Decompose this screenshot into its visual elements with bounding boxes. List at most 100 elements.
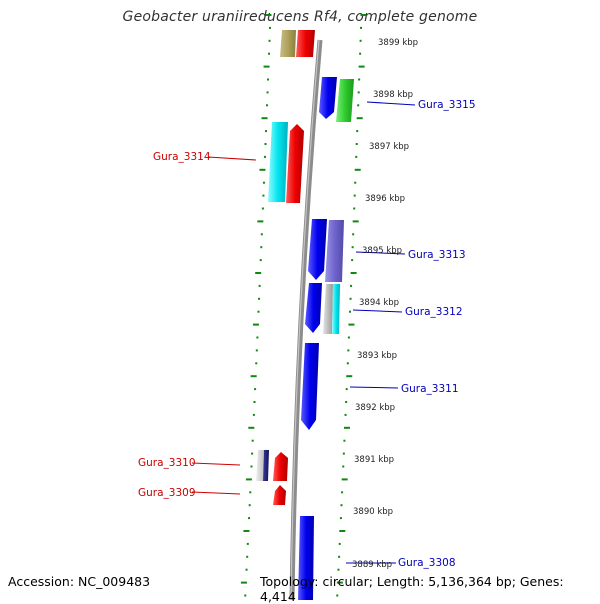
tick-mark: [339, 530, 346, 532]
connector-gura-3315: [366, 101, 416, 106]
tick-mark: [360, 14, 367, 16]
tick-mark: [358, 78, 361, 81]
tick-mark: [269, 26, 272, 29]
tick-mark: [255, 362, 258, 365]
tick-mark: [347, 349, 350, 352]
tick-label: 3894 kbp: [359, 298, 399, 308]
tick-mark: [244, 594, 247, 597]
map-title: Geobacter uraniireducens Rf4, complete g…: [122, 9, 478, 25]
tick-mark: [250, 465, 253, 468]
tick-mark: [240, 581, 247, 584]
gene-gura-3315-green: [336, 79, 354, 122]
connector-gura-3312: [352, 309, 403, 313]
tick-mark: [348, 323, 355, 326]
tick-label: 3895 kbp: [362, 246, 402, 256]
gene-gura-3315-blue: [319, 77, 337, 119]
tick-mark: [263, 155, 266, 158]
tick-mark: [336, 581, 343, 584]
tick-label: 3892 kbp: [355, 403, 395, 413]
tick-mark: [262, 194, 265, 197]
tick-mark: [254, 388, 257, 391]
tick-mark: [248, 517, 251, 520]
gene-gura-3310-red: [273, 452, 288, 481]
tick-mark: [354, 181, 357, 184]
tick-mark: [350, 284, 353, 287]
gene-label-gura-3312: Gura_3312: [405, 306, 463, 318]
tick-label: 3890 kbp: [353, 507, 393, 517]
tick-mark: [357, 104, 360, 107]
tick-mark: [346, 362, 349, 365]
tick-mark: [243, 530, 250, 532]
tick-mark: [336, 594, 339, 597]
tick-mark: [264, 143, 267, 145]
tick-mark: [245, 568, 248, 571]
tick-label: 3897 kbp: [369, 142, 409, 152]
tick-mark: [350, 272, 357, 274]
tick-mark: [342, 465, 345, 468]
gene-gura-3310: [256, 450, 269, 481]
tick-mark: [265, 130, 268, 133]
tick-mark: [261, 117, 268, 120]
tick-mark: [340, 504, 343, 507]
tick-mark: [349, 297, 352, 300]
tick-mark: [260, 233, 263, 236]
tick-mark: [255, 349, 258, 352]
gene-label-gura-3314: Gura_3314: [153, 151, 211, 163]
connector-gura-3310: [191, 462, 241, 466]
gene-label-gura-3309: Gura_3309: [138, 487, 196, 499]
gene-label-gura-3313: Gura_3313: [408, 249, 466, 261]
tick-mark: [338, 542, 341, 545]
tick-mark: [359, 52, 362, 55]
connector-gura-3314: [207, 156, 257, 161]
tick-mark: [352, 233, 355, 236]
tick-mark: [250, 375, 257, 378]
tick-mark: [246, 555, 249, 558]
tick-mark: [341, 478, 348, 481]
tick-mark: [252, 413, 255, 416]
tick-mark: [341, 491, 344, 494]
tick-mark: [354, 168, 361, 171]
tick-mark: [248, 426, 255, 429]
tick-mark: [265, 14, 272, 16]
connector-gura-3313: [355, 251, 406, 255]
tick-mark: [266, 91, 269, 94]
tick-mark: [356, 130, 359, 133]
tick-label: 3893 kbp: [357, 351, 397, 361]
tick-mark: [347, 336, 350, 339]
tick-mark: [268, 39, 271, 42]
tick-mark: [258, 284, 261, 287]
tick-mark: [355, 155, 358, 158]
tick-mark: [258, 297, 261, 300]
tick-mark: [248, 504, 251, 507]
tick-mark: [246, 542, 249, 545]
tick-mark: [266, 104, 269, 107]
tick-mark: [260, 246, 263, 249]
tick-mark: [245, 478, 252, 481]
gene-gura-3312-blue: [305, 283, 322, 333]
tick-mark: [345, 388, 348, 391]
tick-mark: [345, 401, 348, 403]
tick-label: 3899 kbp: [378, 38, 418, 48]
tick-mark: [252, 323, 259, 326]
tick-mark: [351, 246, 354, 249]
tick-mark: [346, 375, 353, 378]
gene-gura-3312-grey-cyan: [323, 284, 340, 334]
tick-mark: [249, 491, 252, 494]
tick-label: 3896 kbp: [365, 194, 405, 204]
tick-mark: [353, 194, 356, 197]
tick-mark: [263, 65, 270, 68]
tick-mark: [257, 310, 260, 313]
tick-mark: [358, 65, 365, 68]
tick-mark: [261, 207, 264, 210]
tick-label: 3889 kbp: [352, 560, 392, 570]
connector-gura-3309: [191, 491, 241, 495]
tick-mark: [344, 413, 347, 416]
tick-mark: [267, 78, 270, 81]
tick-mark: [360, 26, 363, 29]
gene-gura-3309-red: [273, 485, 286, 505]
tick-mark: [259, 168, 266, 171]
tick-mark: [357, 91, 360, 94]
gene-label-gura-3310: Gura_3310: [138, 457, 196, 469]
tick-mark: [259, 259, 262, 262]
